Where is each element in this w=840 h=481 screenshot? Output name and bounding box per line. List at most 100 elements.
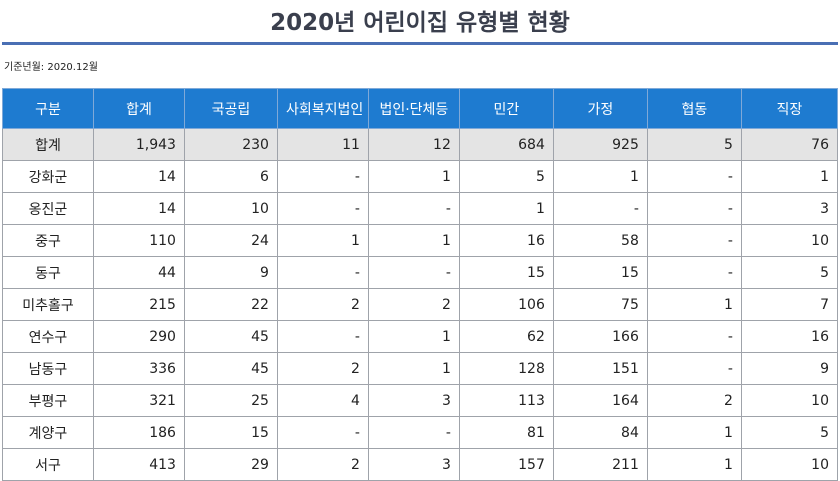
table-cell: 10 — [740, 224, 839, 257]
row-label: 계양구 — [2, 416, 94, 449]
table-cell: - — [276, 256, 369, 289]
table-cell: 14 — [92, 192, 185, 225]
table-cell: - — [367, 192, 460, 225]
table-cell: 5 — [740, 416, 839, 449]
header-public: 국공립 — [183, 88, 278, 129]
table-cell: 684 — [458, 128, 554, 161]
table-cell: 24 — [183, 224, 278, 257]
table-cell: 230 — [183, 128, 278, 161]
table-cell: 3 — [367, 384, 460, 417]
table-cell: 1 — [646, 448, 742, 481]
table-header-row: 구분 합계 국공립 사회복지법인 법인·단체등 민간 가정 협동 직장 — [2, 88, 839, 129]
header-category: 구분 — [2, 88, 94, 129]
table-row: 계양구 186 15- -81 84 1 5 — [2, 416, 839, 449]
header-corporation: 법인·단체등 — [367, 88, 460, 129]
table-row: 미추홀구 215 22 2 2 106 75 1 7 — [2, 288, 839, 321]
page-title: 2020년 어린이집 유형별 현황 — [270, 10, 570, 36]
row-label: 서구 — [2, 448, 94, 481]
table-cell: 25 — [183, 384, 278, 417]
title-divider — [2, 42, 838, 45]
table-cell: - — [276, 416, 369, 449]
header-workplace: 직장 — [740, 88, 839, 129]
table-cell: 16 — [458, 224, 554, 257]
row-label: 옹진군 — [2, 192, 94, 225]
table-cell: 14 — [92, 160, 185, 193]
table-cell: - — [646, 224, 742, 257]
table-cell: 336 — [92, 352, 185, 385]
table-cell: 166 — [552, 320, 648, 353]
table-cell: 1 — [367, 224, 460, 257]
table-cell: 151 — [552, 352, 648, 385]
table-cell: 75 — [552, 288, 648, 321]
table-cell: 62 — [458, 320, 554, 353]
header-home: 가정 — [552, 88, 648, 129]
table-cell: - — [276, 160, 369, 193]
table-cell: 157 — [458, 448, 554, 481]
table-cell: - — [646, 256, 742, 289]
table-cell: 413 — [92, 448, 185, 481]
table-cell: 15 — [183, 416, 278, 449]
header-private: 민간 — [458, 88, 554, 129]
table-cell: 128 — [458, 352, 554, 385]
row-label: 합계 — [2, 128, 94, 161]
table-cell: 44 — [92, 256, 185, 289]
table-cell: 11 — [276, 128, 369, 161]
table-cell: 6 — [183, 160, 278, 193]
header-social-welfare: 사회복지법인 — [276, 88, 369, 129]
row-label: 강화군 — [2, 160, 94, 193]
table-row: 동구 44 9- -15 15-5 — [2, 256, 839, 289]
table-cell: 1 — [740, 160, 839, 193]
table-cell: 3 — [740, 192, 839, 225]
table-cell: 5 — [740, 256, 839, 289]
table-cell: 215 — [92, 288, 185, 321]
table-cell: - — [367, 416, 460, 449]
table-cell: 2 — [276, 448, 369, 481]
table-cell: 211 — [552, 448, 648, 481]
table-cell: 2 — [367, 288, 460, 321]
table-cell: - — [552, 192, 648, 225]
table-cell: 5 — [646, 128, 742, 161]
table-row: 서구 413 29 2 3 157 211 1 10 — [2, 448, 839, 481]
table-cell: 925 — [552, 128, 648, 161]
table-cell: 2 — [276, 352, 369, 385]
table-cell: 1,943 — [92, 128, 185, 161]
table-cell: 22 — [183, 288, 278, 321]
table-cell: - — [646, 320, 742, 353]
table-cell: 45 — [183, 352, 278, 385]
table-cell: 15 — [458, 256, 554, 289]
table-cell: 1 — [646, 416, 742, 449]
table-cell: 1 — [367, 160, 460, 193]
table-cell: 110 — [92, 224, 185, 257]
table-cell: 84 — [552, 416, 648, 449]
table-cell: 164 — [552, 384, 648, 417]
table-cell: 1 — [367, 352, 460, 385]
table-cell: 10 — [740, 448, 839, 481]
table-cell: 113 — [458, 384, 554, 417]
table-row: 부평구 321 25 4 3 113 164 2 10 — [2, 384, 839, 417]
table-cell: 2 — [646, 384, 742, 417]
table-cell: - — [646, 352, 742, 385]
table-cell: 10 — [740, 384, 839, 417]
table-cell: 4 — [276, 384, 369, 417]
table-cell: 15 — [552, 256, 648, 289]
table-cell: 29 — [183, 448, 278, 481]
table-cell: - — [276, 192, 369, 225]
header-cooperative: 협동 — [646, 88, 742, 129]
table-row: 옹진군 14 10- -1- -3 — [2, 192, 839, 225]
row-label: 부평구 — [2, 384, 94, 417]
table-cell: 5 — [458, 160, 554, 193]
table-cell: 7 — [740, 288, 839, 321]
table-cell: 76 — [740, 128, 839, 161]
row-label: 미추홀구 — [2, 288, 94, 321]
row-label: 연수구 — [2, 320, 94, 353]
table-cell: 10 — [183, 192, 278, 225]
table-cell: - — [646, 160, 742, 193]
table-total-row: 합계 1,943 230 11 12 684 925 5 76 — [2, 128, 839, 161]
table-cell: 16 — [740, 320, 839, 353]
table-cell: - — [646, 192, 742, 225]
table-row: 연수구 290 45-1 62 166-16 — [2, 320, 839, 353]
row-label: 동구 — [2, 256, 94, 289]
row-label: 중구 — [2, 224, 94, 257]
table-row: 남동구 336 45 2 1 128 151-9 — [2, 352, 839, 385]
table-cell: 290 — [92, 320, 185, 353]
